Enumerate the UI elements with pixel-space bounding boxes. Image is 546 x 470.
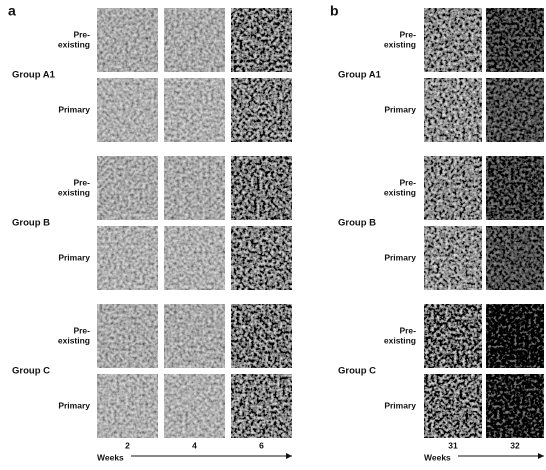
micrograph-tile xyxy=(486,156,544,220)
micrograph-tile xyxy=(424,78,482,142)
micrograph-tile xyxy=(486,374,544,438)
micrograph-tile xyxy=(97,304,158,368)
row-label: Primary xyxy=(384,104,416,114)
row-label: Primary xyxy=(58,104,90,114)
micrograph-tile xyxy=(164,226,225,290)
micrograph-tile xyxy=(231,78,292,142)
micrograph-tile xyxy=(486,78,544,142)
micrograph-tile xyxy=(97,156,158,220)
row-label: Pre- xyxy=(73,177,90,187)
micrograph-tile xyxy=(424,8,482,72)
row-label: existing xyxy=(384,187,416,197)
micrograph-tile xyxy=(231,374,292,438)
row-label: existing xyxy=(58,187,90,197)
row-label: Pre- xyxy=(399,325,416,335)
row-label: Primary xyxy=(384,252,416,262)
micrograph-tile xyxy=(424,374,482,438)
micrograph-tile xyxy=(424,304,482,368)
micrograph-tile xyxy=(486,8,544,72)
page: a Group A1 Pre-existing Primary Group B Pre-e… xyxy=(0,0,546,465)
group-label: Group A1 xyxy=(338,70,382,81)
micrograph-tile xyxy=(231,156,292,220)
micrograph-tile xyxy=(97,374,158,438)
axis-label: Weeks xyxy=(424,452,451,462)
tick-label: 32 xyxy=(510,440,520,450)
arrow-head xyxy=(538,453,544,459)
row-label: existing xyxy=(58,39,90,49)
micrograph-tile xyxy=(97,226,158,290)
group-label: Group A1 xyxy=(12,70,56,81)
tick-label: 4 xyxy=(192,440,197,450)
micrograph-tile xyxy=(424,226,482,290)
group-label: Group B xyxy=(12,218,50,229)
micrograph-tile xyxy=(231,8,292,72)
row-label: Pre- xyxy=(399,29,416,39)
micrograph-tile xyxy=(164,374,225,438)
micrograph-tile xyxy=(164,304,225,368)
tick-label: 31 xyxy=(448,440,458,450)
row-label: Pre- xyxy=(73,325,90,335)
row-label: existing xyxy=(384,335,416,345)
row-label: Primary xyxy=(58,252,90,262)
tick-label: 6 xyxy=(259,440,264,450)
micrograph-tile xyxy=(231,304,292,368)
panel-label: a xyxy=(8,3,16,19)
micrograph-tile xyxy=(231,226,292,290)
group-label: Group B xyxy=(338,218,376,229)
group-label: Group C xyxy=(12,366,50,377)
axis-label: Weeks xyxy=(97,452,124,462)
figure: a Group A1 Pre-existing Primary Group B Pre-e… xyxy=(0,0,546,465)
row-label: existing xyxy=(384,39,416,49)
micrograph-tile xyxy=(486,226,544,290)
row-label: Primary xyxy=(58,400,90,410)
arrow-head xyxy=(286,453,292,459)
micrograph-tile xyxy=(424,156,482,220)
micrograph-tile xyxy=(164,156,225,220)
micrograph-tile xyxy=(97,8,158,72)
row-label: Pre- xyxy=(73,29,90,39)
row-label: existing xyxy=(58,335,90,345)
micrograph-tile xyxy=(164,78,225,142)
group-label: Group C xyxy=(338,366,376,377)
row-label: Pre- xyxy=(399,177,416,187)
tick-label: 2 xyxy=(125,440,130,450)
micrograph-tile xyxy=(486,304,544,368)
row-label: Primary xyxy=(384,400,416,410)
micrograph-tile xyxy=(164,8,225,72)
micrograph-tile xyxy=(97,78,158,142)
panel-label: b xyxy=(330,3,339,19)
